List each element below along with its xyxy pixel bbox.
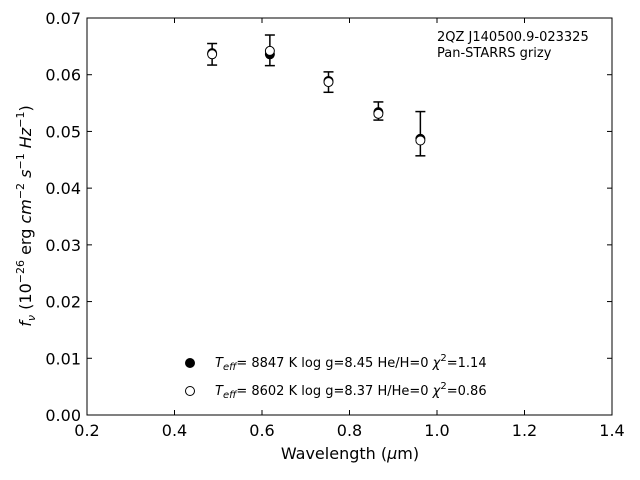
plot-frame bbox=[86, 17, 613, 416]
legend-2-logg: log g=8.37 bbox=[301, 384, 373, 399]
x-axis-title: Wavelength (μm) bbox=[281, 444, 419, 463]
data-point-open bbox=[415, 135, 426, 146]
legend-1-chi2: =1.14 bbox=[447, 356, 487, 371]
legend-1-logg: log g=8.45 bbox=[301, 356, 373, 371]
data-point-open bbox=[373, 108, 384, 119]
data-point-open bbox=[323, 77, 334, 88]
y-tick-label: 0.05 bbox=[45, 122, 81, 141]
y-tick-label: 0.04 bbox=[45, 179, 81, 198]
x-tick-label: 0.2 bbox=[74, 421, 99, 440]
legend-entry-1: Teff= 8847 K log g=8.45 He/H=0 χ2=1.14 bbox=[215, 353, 487, 373]
legend-1-comp: He/H=0 bbox=[377, 356, 428, 371]
legend-2-comp: H/He=0 bbox=[377, 384, 428, 399]
y-tick-label: 0.01 bbox=[45, 349, 81, 368]
legend-entry-2: Teff= 8602 K log g=8.37 H/He=0 χ2=0.86 bbox=[215, 381, 487, 401]
legend-2-chi2: =0.86 bbox=[447, 384, 487, 399]
annotation-survey: Pan-STARRS grizy bbox=[437, 46, 552, 61]
x-tick-label: 0.6 bbox=[249, 421, 274, 440]
x-tick-label: 1.4 bbox=[599, 421, 624, 440]
data-point-open bbox=[264, 45, 275, 56]
data-markers bbox=[207, 45, 426, 146]
y-tick-label: 0.06 bbox=[45, 66, 81, 85]
legend-marker-filled bbox=[185, 358, 195, 368]
y-tick-labels: 0.00 0.01 0.02 0.03 0.04 0.05 0.06 0.07 bbox=[45, 9, 81, 425]
x-tick-label: 0.8 bbox=[337, 421, 362, 440]
x-tick-label: 0.4 bbox=[162, 421, 187, 440]
annotation-object-name: 2QZ J140500.9-023325 bbox=[437, 30, 589, 45]
y-axis-title: fν (10−26 erg cm−2 s−1 Hz−1) bbox=[14, 105, 38, 326]
y-tick-label: 0.07 bbox=[45, 9, 81, 28]
y-tick-label: 0.02 bbox=[45, 293, 81, 312]
legend-marker-open bbox=[185, 386, 195, 396]
x-tick-label: 1.2 bbox=[512, 421, 537, 440]
x-tick-labels: 0.2 0.4 0.6 0.8 1.0 1.2 1.4 bbox=[74, 421, 624, 440]
data-point-open bbox=[207, 49, 218, 60]
legend: Teff= 8847 K log g=8.45 He/H=0 χ2=1.14 T… bbox=[185, 353, 487, 401]
plot-background bbox=[87, 18, 612, 415]
y-tick-label: 0.00 bbox=[45, 406, 81, 425]
legend-2-teff: 8602 K bbox=[251, 384, 297, 399]
x-tick-label: 1.0 bbox=[424, 421, 449, 440]
legend-1-teff: 8847 K bbox=[251, 356, 297, 371]
y-tick-label: 0.03 bbox=[45, 236, 81, 255]
